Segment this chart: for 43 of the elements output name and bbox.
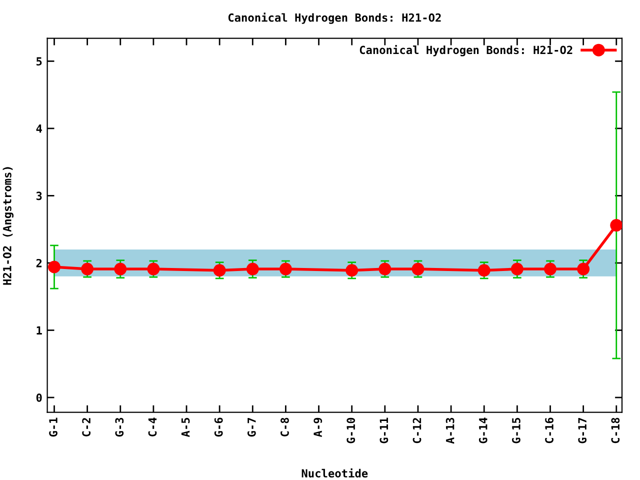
x-tick-label: C-16 xyxy=(545,418,554,444)
point xyxy=(246,262,259,276)
point xyxy=(81,262,94,276)
x-tick-label: G-1 xyxy=(49,418,58,437)
point xyxy=(147,262,160,276)
chart-title: Canonical Hydrogen Bonds: H21-O2 xyxy=(228,12,441,24)
point xyxy=(48,260,60,274)
point xyxy=(114,262,127,276)
point xyxy=(213,264,226,277)
y-tick-label: 0 xyxy=(36,393,42,402)
x-tick-label: C-8 xyxy=(280,418,289,436)
point xyxy=(478,264,490,277)
x-tick-label: A-5 xyxy=(181,418,190,438)
point xyxy=(544,262,556,276)
x-tick-label: C-18 xyxy=(611,418,620,444)
point xyxy=(378,262,392,276)
point xyxy=(510,262,524,276)
x-tick-label: G-17 xyxy=(578,418,587,444)
point xyxy=(577,262,590,276)
y-tick-label: 5 xyxy=(36,57,42,66)
x-tick-label: G-3 xyxy=(115,418,124,437)
y-tick-label: 4 xyxy=(36,124,42,133)
x-tick-label: G-10 xyxy=(346,418,356,444)
x-tick-label: G-7 xyxy=(247,418,256,437)
x-tick-label: A-13 xyxy=(446,418,454,444)
point xyxy=(346,264,358,277)
point xyxy=(610,219,622,232)
x-tick-label: C-4 xyxy=(148,418,157,436)
x-axis-title: Nucleotide xyxy=(302,468,368,478)
x-tick-label: G-11 xyxy=(380,418,388,444)
y-tick-label: 2 xyxy=(36,258,42,268)
x-tick-label: G-14 xyxy=(478,418,488,444)
point xyxy=(279,262,292,276)
x-tick-label: G-6 xyxy=(214,418,223,437)
legend-label: Canonical Hydrogen Bonds: H21-O2 xyxy=(360,44,572,56)
y-axis-title: H21-O2 (Angstroms) xyxy=(2,167,14,285)
point xyxy=(412,262,424,276)
x-tick-label: G-15 xyxy=(512,418,520,444)
y-tick-label: 1 xyxy=(36,326,42,334)
x-tick-label: A-9 xyxy=(314,418,322,438)
x-tick-label: C-12 xyxy=(412,418,422,444)
y-tick-label: 3 xyxy=(36,192,42,200)
x-tick-label: C-2 xyxy=(82,418,91,436)
